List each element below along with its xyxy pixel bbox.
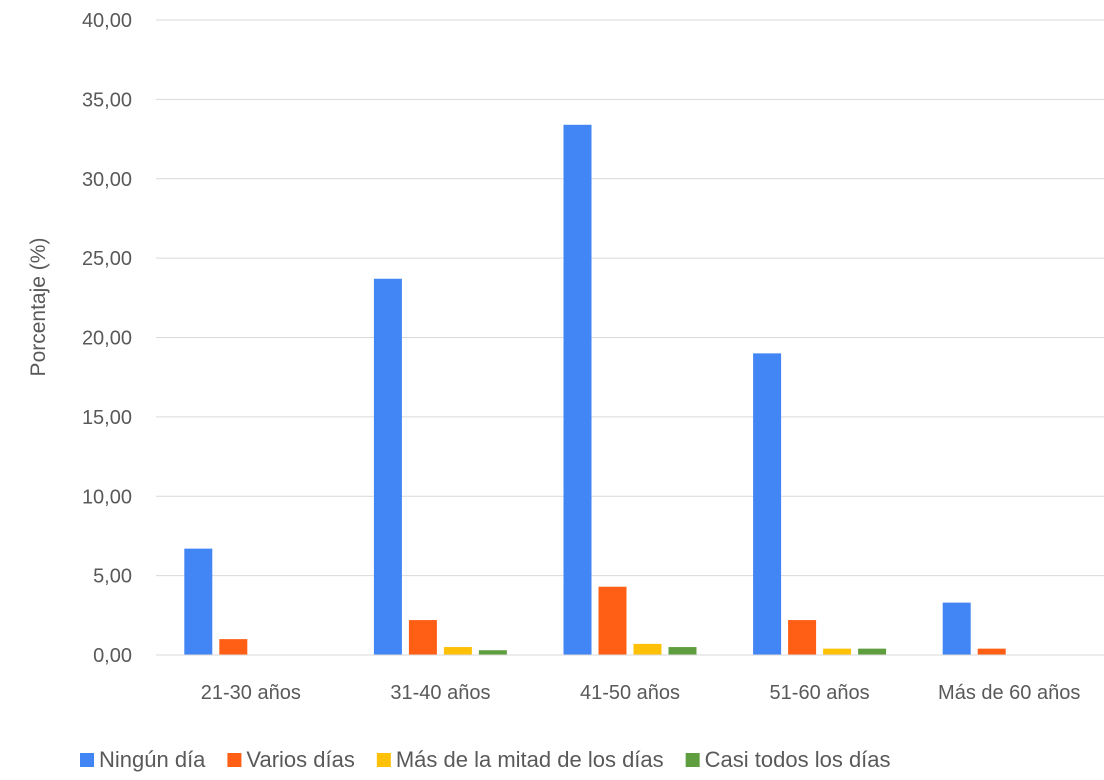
bar xyxy=(753,353,782,655)
legend-label: Más de la mitad de los días xyxy=(396,747,664,772)
legend: Ningún día Varios días Más de la mitad de … xyxy=(80,747,891,772)
x-tick-label: Más de 60 años xyxy=(938,682,1080,704)
bar xyxy=(219,639,248,655)
bar xyxy=(668,647,697,655)
bar xyxy=(184,548,213,655)
x-tick-label: 41-50 años xyxy=(580,682,680,704)
legend-item: Casi todos los días xyxy=(685,747,891,772)
y-tick-label: 5,00 xyxy=(93,566,132,588)
bar xyxy=(373,278,402,655)
y-tick-label: 20,00 xyxy=(82,328,132,350)
legend-item: Más de la mitad de los días xyxy=(376,747,664,772)
bar xyxy=(563,124,592,655)
legend-label: Ningún día xyxy=(99,747,206,772)
bar xyxy=(478,650,507,655)
bar xyxy=(788,620,817,655)
legend-label: Varios días xyxy=(246,747,354,772)
y-tick-label: 30,00 xyxy=(82,169,132,191)
bars xyxy=(156,124,1104,656)
y-tick-label: 35,00 xyxy=(82,89,132,111)
bar xyxy=(598,586,627,655)
y-tick-label: 15,00 xyxy=(82,407,132,429)
bar xyxy=(443,647,472,655)
legend-item: Ningún día xyxy=(80,747,206,772)
y-axis-title: Porcentaje (%) xyxy=(27,238,50,377)
x-tick-label: 21-30 años xyxy=(201,682,301,704)
y-tick-label: 10,00 xyxy=(82,486,132,508)
x-axis-ticks: 21-30 años 31-40 años 41-50 años 51-60 años… xyxy=(201,682,1081,704)
bar xyxy=(633,643,662,655)
y-axis-ticks: 0,00 5,00 10,00 15,00 20,00 25,00 30,00 35,00 40… xyxy=(82,10,132,667)
legend-label: Casi todos los días xyxy=(705,747,891,772)
y-tick-label: 40,00 xyxy=(82,10,132,32)
x-tick-label: 51-60 años xyxy=(770,682,870,704)
legend-swatch xyxy=(80,753,94,767)
x-tick-label: 31-40 años xyxy=(390,682,490,704)
bar xyxy=(408,620,437,655)
bar xyxy=(977,648,1006,655)
gridlines xyxy=(156,19,1104,656)
legend-item: Varios días xyxy=(227,747,355,772)
bar xyxy=(942,602,971,655)
legend-swatch xyxy=(227,753,242,767)
bar xyxy=(858,648,887,655)
y-tick-label: 25,00 xyxy=(82,248,132,270)
bar xyxy=(823,648,852,655)
legend-swatch xyxy=(685,753,700,767)
y-tick-label: 0,00 xyxy=(93,645,132,667)
legend-swatch xyxy=(376,753,391,767)
